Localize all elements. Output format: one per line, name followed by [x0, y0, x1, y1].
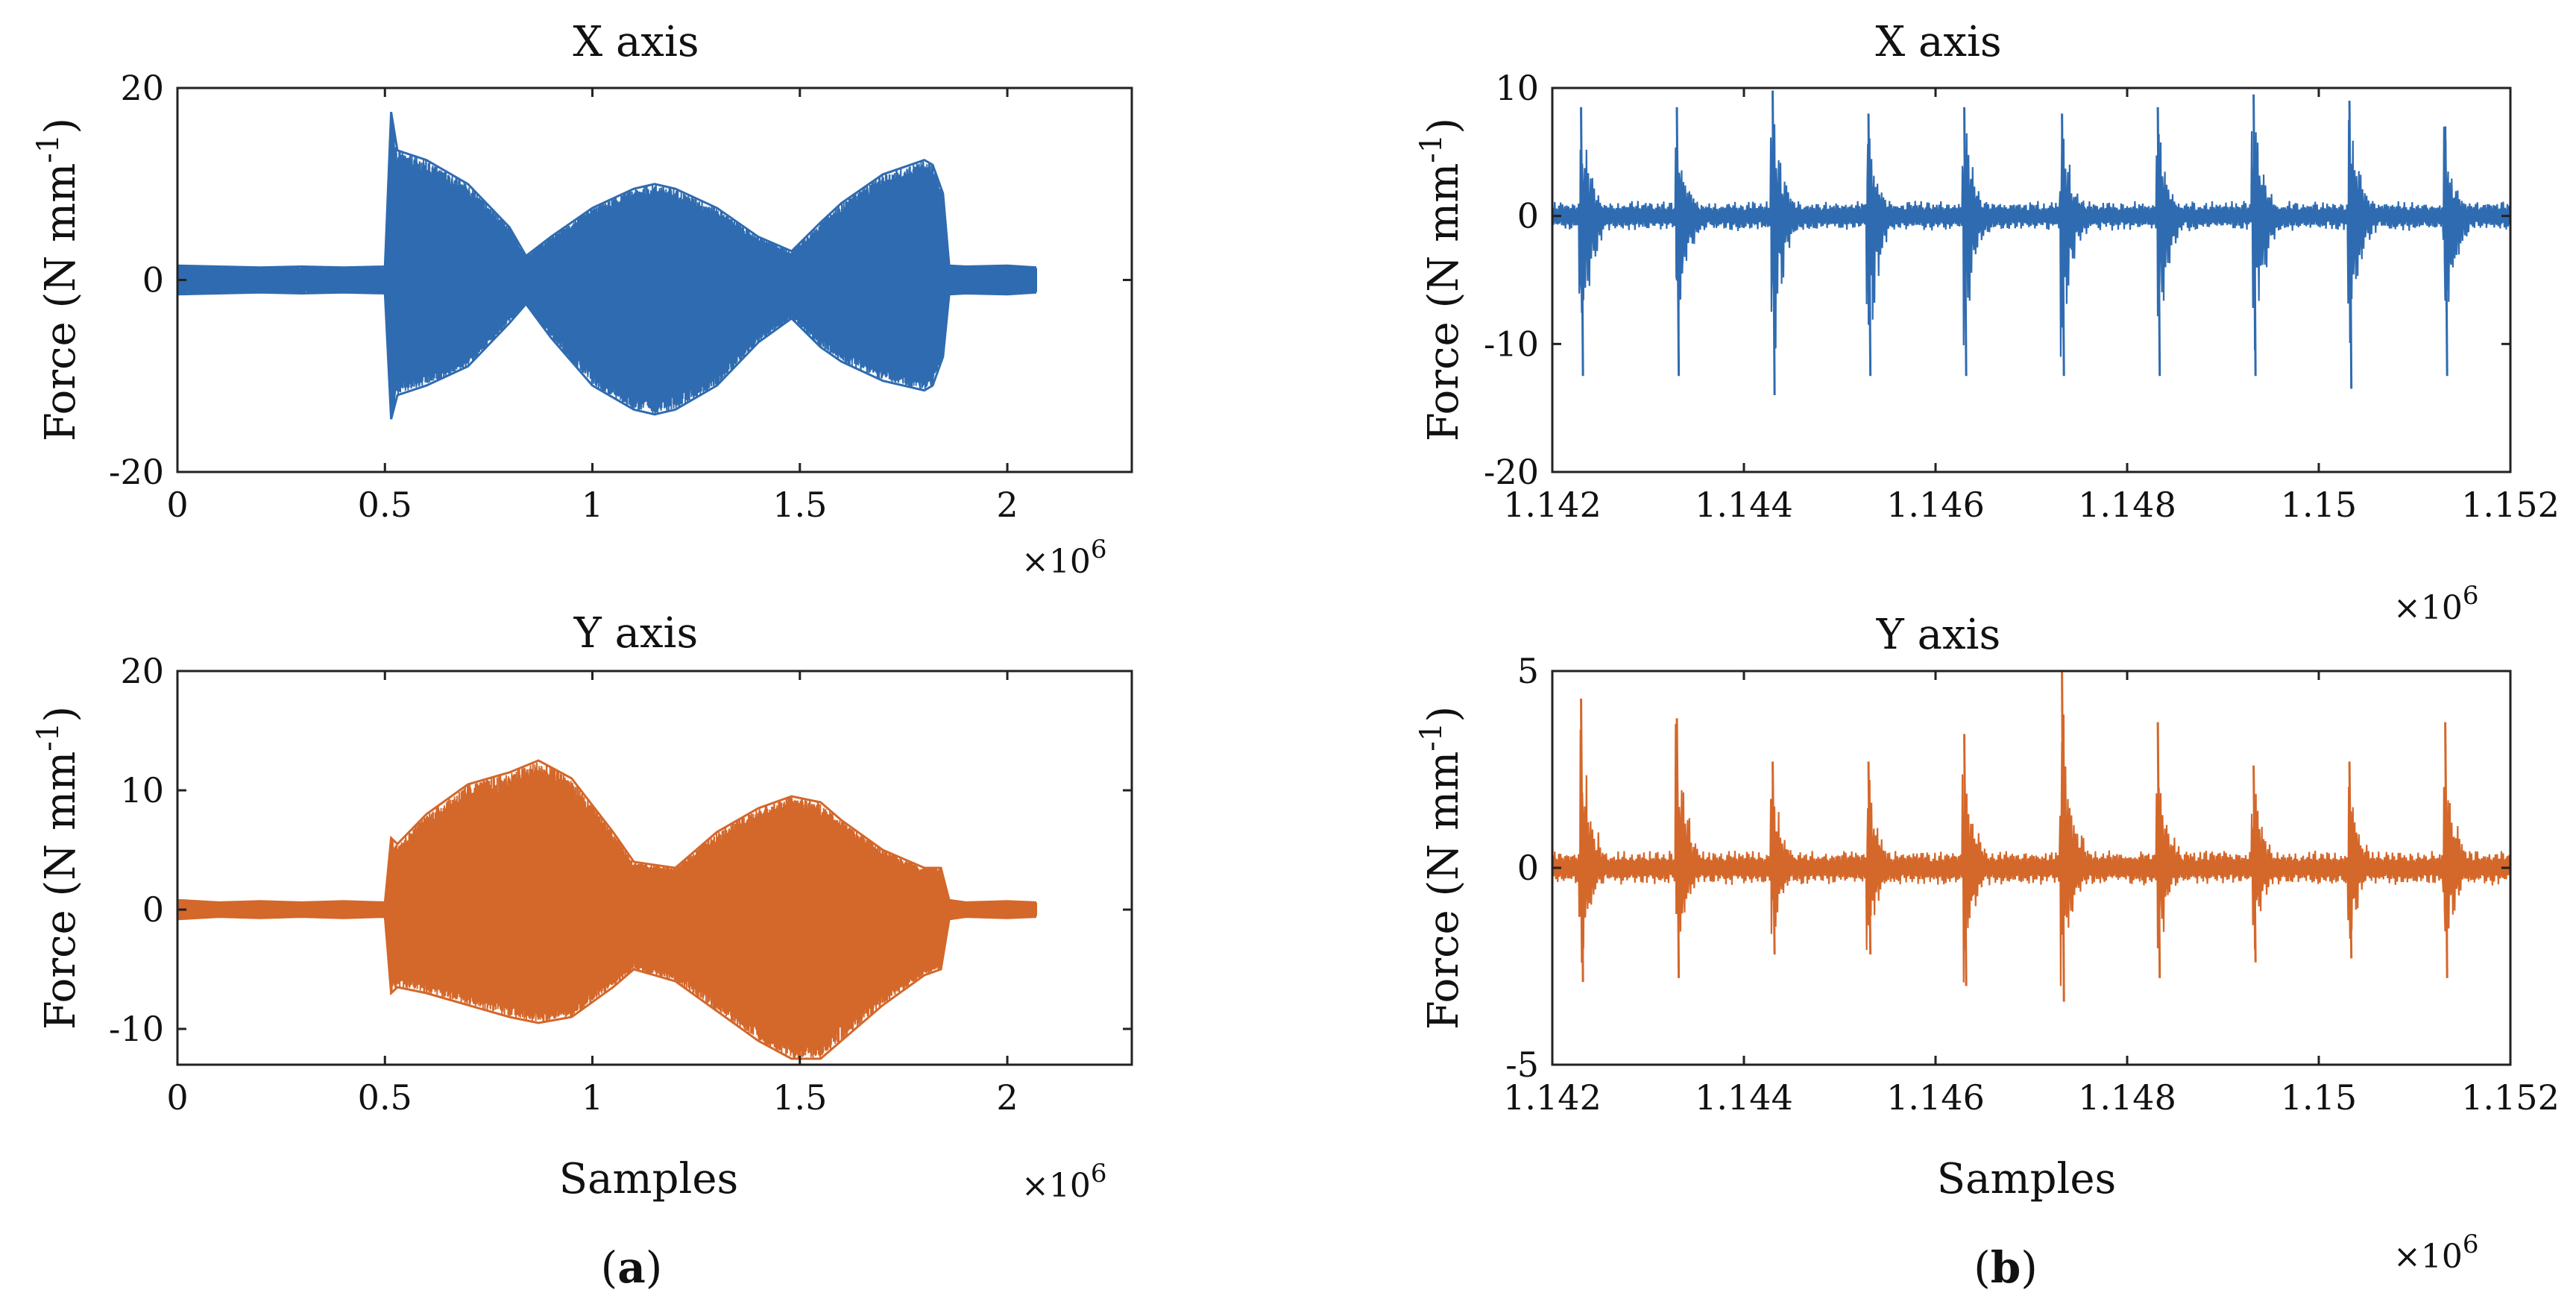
burst-peak	[2348, 761, 2353, 959]
x-ticks: 0 0.5 1 1.5 2	[166, 88, 1018, 525]
y-tick-label: 0	[1517, 848, 1539, 888]
burst-peak	[2252, 94, 2257, 377]
signal-trace	[1552, 714, 2510, 986]
y-axis-label: Force (N mm-1)	[31, 118, 85, 441]
x-tick-label: 0.5	[358, 485, 412, 525]
burst-peak	[1963, 107, 1968, 377]
upper-envelope	[177, 759, 1037, 904]
x-tick-label: 1.144	[1695, 1077, 1793, 1118]
burst-peak	[2156, 107, 2161, 377]
x-tick-label: 1.148	[2078, 485, 2176, 525]
y-ticks: -10 0 10 20	[109, 651, 1132, 1049]
x-tick-label: 1.142	[1503, 485, 1602, 525]
plot-layer	[1552, 90, 2510, 396]
x-tick-label: 1	[582, 1077, 603, 1118]
y-axis-label: Force (N mm-1)	[31, 706, 85, 1030]
y-tick-label: 20	[120, 68, 164, 108]
chart-title: X axis	[1875, 18, 2001, 66]
y-tick-label: -20	[109, 452, 164, 492]
upper-envelope	[177, 111, 1037, 269]
burst-peak	[1580, 698, 1584, 983]
lower-envelope	[177, 916, 1037, 1060]
plot-frame	[176, 670, 1133, 1066]
y-tick-label: 0	[142, 889, 164, 930]
x-tick-label: 1.15	[2281, 1077, 2357, 1118]
chart-title: X axis	[573, 18, 699, 66]
y-tick-label: -20	[1484, 452, 1539, 492]
signal-trace	[1552, 119, 2510, 357]
chart-title: Y axis	[1876, 611, 2000, 659]
plot-layer	[177, 759, 1037, 1060]
x-multiplier: ×106	[1021, 1159, 1107, 1205]
y-tick-label: 10	[120, 770, 164, 810]
x-axis-label: Samples	[559, 1155, 739, 1203]
x-tick-label: 1.5	[772, 485, 827, 525]
y-tick-label: 0	[1517, 196, 1539, 236]
x-tick-label: 0	[166, 1077, 188, 1118]
x-tick-label: 1	[582, 485, 603, 525]
y-ticks: -5 0 5	[1505, 651, 2510, 1085]
x-tick-label: 0	[166, 485, 188, 525]
burst-peak	[2156, 722, 2161, 978]
x-ticks: 0 0.5 1 1.5 2	[166, 671, 1018, 1118]
x-multiplier: ×106	[2393, 1229, 2479, 1276]
y-tick-label: 0	[142, 260, 164, 300]
x-multiplier: ×106	[1021, 535, 1107, 581]
y-tick-label: 5	[1517, 651, 1539, 691]
signal-trace	[177, 762, 1037, 1059]
burst-peak	[2444, 722, 2449, 978]
signal-trace	[177, 118, 1037, 418]
x-tick-label: 2	[996, 485, 1018, 525]
chart-title: Y axis	[573, 609, 698, 658]
x-ticks: 1.142 1.144 1.146 1.148 1.15 1.152	[1503, 671, 2560, 1118]
y-tick-label: -10	[1484, 324, 1539, 364]
burst-peak	[2252, 765, 2257, 963]
plot-frame	[1551, 86, 2512, 473]
burst-peak	[1772, 761, 1776, 955]
y-axis-label: Force (N mm-1)	[1414, 706, 1468, 1030]
x-tick-label: 1.146	[1886, 485, 1985, 525]
x-tick-label: 1.152	[2461, 485, 2560, 525]
burst-peak	[1963, 734, 1968, 986]
x-tick-label: 1.148	[2078, 1077, 2176, 1118]
burst-peak	[1772, 90, 1776, 396]
x-tick-label: 0.5	[358, 1077, 412, 1118]
x-tick-label: 1.5	[772, 1077, 827, 1118]
burst-peak	[1867, 113, 1872, 377]
panel-label-b: (b)	[1974, 1242, 2038, 1293]
x-tick-label: 1.152	[2461, 1077, 2560, 1118]
burst-peak	[2444, 126, 2449, 377]
y-tick-label: -5	[1505, 1045, 1539, 1085]
x-tick-label: 1.146	[1886, 1077, 1985, 1118]
burst-peak	[1675, 718, 1681, 978]
y-axis-label: Force (N mm-1)	[1414, 118, 1468, 441]
lower-envelope	[177, 291, 1037, 420]
chart-b-y: Y axis 1.142 1.144 1.146 1.148 1.15 1.152 -5 0…	[1414, 611, 2560, 1276]
burst-peak	[1580, 107, 1584, 377]
panel-label-a: (a)	[601, 1242, 663, 1293]
x-axis-label: Samples	[1937, 1155, 2117, 1203]
chart-b-x: X axis 1.142 1.144 1.146 1.148 1.15 1.152 -20…	[1414, 18, 2560, 627]
y-tick-label: 10	[1495, 68, 1539, 108]
burst-peak	[2348, 101, 2353, 389]
plot-layer	[1552, 671, 2510, 1002]
plot-layer	[177, 111, 1037, 420]
x-multiplier: ×106	[2393, 581, 2479, 627]
x-tick-label: 1.142	[1503, 1077, 1602, 1118]
burst-peak	[2061, 113, 2065, 377]
y-tick-label: 20	[120, 651, 164, 691]
x-tick-label: 1.15	[2281, 485, 2357, 525]
x-tick-label: 2	[996, 1077, 1018, 1118]
y-tick-label: -10	[109, 1009, 164, 1049]
x-tick-label: 1.144	[1695, 485, 1793, 525]
burst-peak	[1675, 107, 1681, 377]
y-ticks: -20 0 20	[109, 68, 1132, 492]
burst-peak	[2061, 671, 2065, 1002]
burst-peak	[1867, 761, 1872, 955]
y-ticks: -20 -10 0 10	[1484, 68, 2510, 492]
x-ticks: 1.142 1.144 1.146 1.148 1.15 1.152	[1503, 88, 2560, 525]
